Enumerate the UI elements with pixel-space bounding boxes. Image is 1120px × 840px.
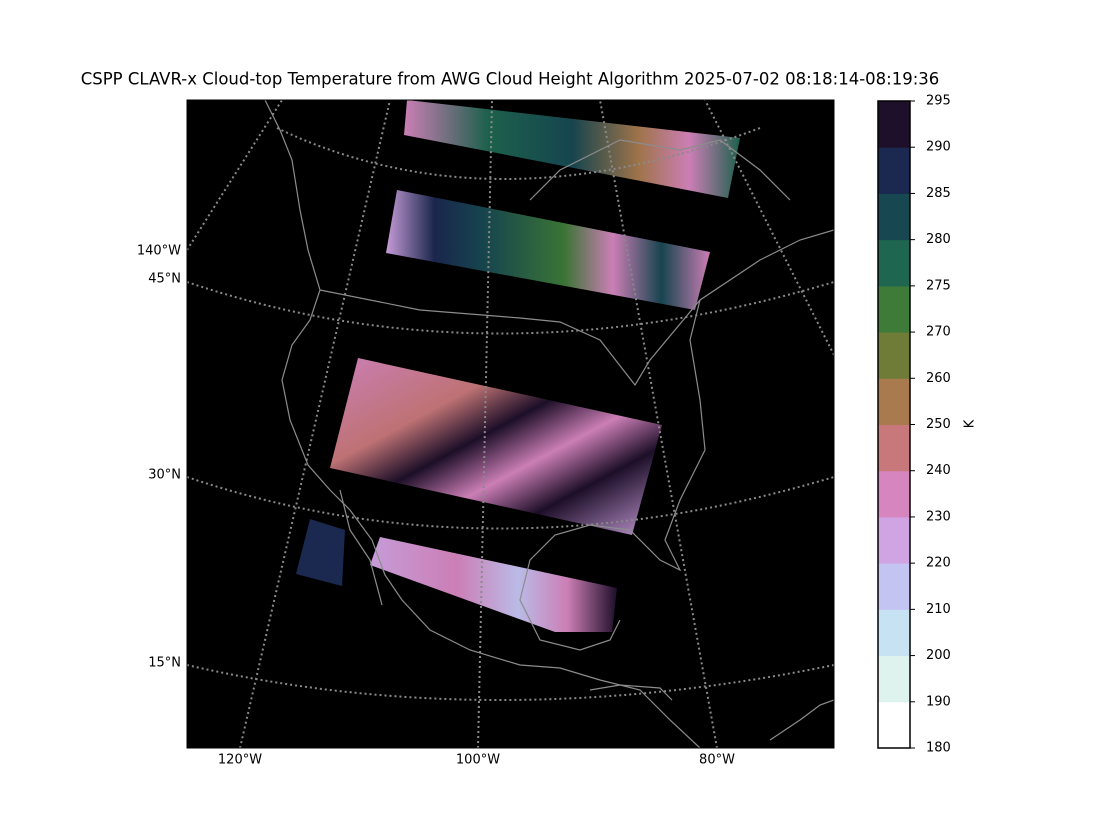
colorbar-tick-label: 275 xyxy=(926,278,951,293)
map-frame xyxy=(186,99,835,749)
lat-label: 30°N xyxy=(148,468,181,483)
colorbar-segment xyxy=(878,516,910,564)
colorbar-label: K xyxy=(963,419,978,428)
lon-label: 80°W xyxy=(699,753,735,768)
coastlines xyxy=(264,100,834,748)
colorbar-segment xyxy=(878,701,910,749)
lat-label: 15°N xyxy=(148,656,181,671)
colorbar-segment xyxy=(878,609,910,657)
lon-label: 140°W xyxy=(137,244,181,259)
colorbar-tick-label: 270 xyxy=(926,325,951,340)
colorbar-segment xyxy=(878,378,910,425)
colorbar-segment xyxy=(878,563,910,610)
colorbar-tick-label: 260 xyxy=(926,371,951,386)
swath xyxy=(370,537,617,632)
lon-label: 100°W xyxy=(456,753,500,768)
graticule xyxy=(187,100,834,748)
colorbar-tick-label: 280 xyxy=(926,232,951,247)
colorbar-segment xyxy=(878,147,910,194)
swaths xyxy=(296,100,740,632)
colorbar-segment xyxy=(878,655,910,703)
colorbar-tick-label: 210 xyxy=(926,602,951,617)
swath xyxy=(296,519,345,586)
colorbar-segment xyxy=(878,239,910,287)
map xyxy=(187,100,834,748)
lon-label: 120°W xyxy=(218,753,262,768)
colorbar-segment xyxy=(878,470,910,518)
colorbar-tick-label: 200 xyxy=(926,648,951,663)
chart-title: CSPP CLAVR-x Cloud-top Temperature from … xyxy=(81,70,940,89)
colorbar-segment xyxy=(878,424,910,472)
colorbar-tick-label: 295 xyxy=(926,94,951,109)
colorbar-segment xyxy=(878,332,910,379)
colorbar-tick-label: 240 xyxy=(926,463,951,478)
colorbar-tick-label: 230 xyxy=(926,509,951,524)
colorbar-tick-label: 285 xyxy=(926,186,951,201)
colorbar-tick-label: 220 xyxy=(926,556,951,571)
swath xyxy=(330,358,662,535)
colorbar-segment xyxy=(878,193,910,241)
lat-label: 45°N xyxy=(148,272,181,287)
swath xyxy=(404,100,740,198)
colorbar-segment xyxy=(878,285,910,333)
colorbar: 180 190 200 210 220 230 240 250 260 270 275 280 285 2… xyxy=(877,94,951,756)
colorbar-tick-label: 180 xyxy=(926,741,951,756)
colorbar-tick-label: 290 xyxy=(926,140,951,155)
colorbar-segment xyxy=(878,101,910,148)
colorbar-tick-label: 190 xyxy=(926,694,951,709)
swath xyxy=(386,190,710,310)
colorbar-tick-label: 250 xyxy=(926,417,951,432)
